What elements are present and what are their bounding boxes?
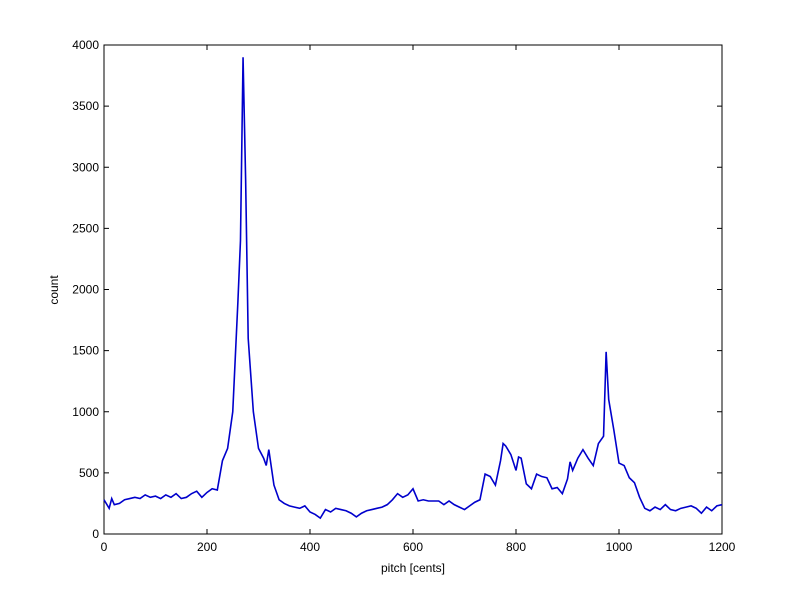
y-tick-label: 1000 [72,405,99,419]
x-tick-label: 800 [506,540,526,554]
y-tick-label: 2000 [72,283,99,297]
y-tick-label: 4000 [72,38,99,52]
x-tick-label: 600 [403,540,423,554]
y-tick-label: 2500 [72,221,99,235]
y-tick-label: 1500 [72,344,99,358]
y-tick-label: 0 [92,527,99,541]
x-tick-label: 1200 [709,540,736,554]
y-tick-label: 3000 [72,160,99,174]
x-tick-label: 200 [197,540,217,554]
plot-frame [103,44,723,535]
x-axis-label: pitch [cents] [381,561,445,575]
x-tick-label: 400 [300,540,320,554]
data-line [103,57,723,520]
y-tick-label: 500 [79,466,99,480]
y-tick-label: 3500 [72,99,99,113]
y-axis-label: count [47,275,61,305]
x-tick-label: 0 [101,540,108,554]
x-tick-label: 1000 [606,540,633,554]
